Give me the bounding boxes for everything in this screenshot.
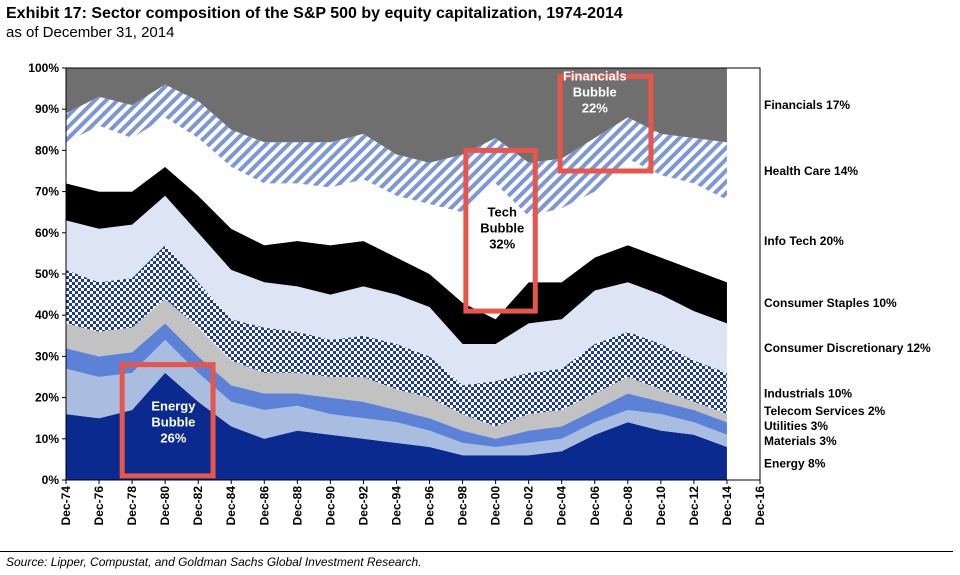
industrials-area xyxy=(66,245,727,427)
annotation-text: 32% xyxy=(489,237,515,252)
y-tick-label: 80% xyxy=(35,143,59,157)
annotation-text: 26% xyxy=(160,430,186,445)
y-tick-label: 60% xyxy=(35,226,59,240)
empty-plot-region xyxy=(726,68,760,480)
x-tick-label: Dec-82 xyxy=(191,486,205,526)
x-tick-label: Dec-14 xyxy=(720,486,734,526)
y-tick-label: 10% xyxy=(35,432,59,446)
materials-area xyxy=(66,339,727,456)
legend-materials: Materials 3% xyxy=(764,434,837,448)
x-tick-label: Dec-00 xyxy=(489,486,503,526)
annotation-text: 22% xyxy=(582,101,608,116)
annotation-text: Bubble xyxy=(480,221,524,236)
consumer-discretionary-area xyxy=(66,195,727,386)
legend-telecom-services: Telecom Services 2% xyxy=(764,404,886,418)
x-tick-label: Dec-06 xyxy=(588,486,602,526)
x-tick-label: Dec-90 xyxy=(323,486,337,526)
info-tech-area xyxy=(66,117,727,320)
y-tick-label: 100% xyxy=(28,61,59,75)
legend-financials: Financials 17% xyxy=(764,98,850,112)
legend-health-care: Health Care 14% xyxy=(764,164,858,178)
legend-consumer-discretionary: Consumer Discretionary 12% xyxy=(764,341,931,355)
x-tick-label: Dec-04 xyxy=(555,486,569,526)
annotations: EnergyBubble26%TechBubble32%FinancialsBu… xyxy=(151,69,626,446)
x-tick-label: Dec-96 xyxy=(423,486,437,526)
x-tick-label: Dec-88 xyxy=(290,486,304,526)
x-tick-label: Dec-12 xyxy=(687,486,701,526)
y-tick-label: 0% xyxy=(42,473,60,487)
consumer-staples-area xyxy=(66,166,727,344)
legend-consumer-staples: Consumer Staples 10% xyxy=(764,296,897,310)
highlight-boxes xyxy=(119,73,654,479)
source-note: Source: Lipper, Compustat, and Goldman S… xyxy=(6,555,422,569)
utilities-area xyxy=(66,323,727,447)
x-tick-label: Dec-92 xyxy=(356,486,370,526)
legend-industrials: Industrials 10% xyxy=(764,386,852,400)
x-tick-label: Dec-78 xyxy=(125,486,139,526)
x-tick-label: Dec-16 xyxy=(753,486,767,526)
highlight-box xyxy=(557,73,654,174)
x-tick-label: Dec-10 xyxy=(654,486,668,526)
y-tick-label: 40% xyxy=(35,308,59,322)
annotation-text: Bubble xyxy=(573,85,617,100)
x-tick-label: Dec-84 xyxy=(224,486,238,526)
axes: 0% 10% 20% 30% 40% 50% 60% 70% 80% 90% 100% Dec-74 D… xyxy=(28,61,767,525)
legend-energy: Energy 8% xyxy=(764,457,826,471)
chart-subtitle: as of December 31, 2014 xyxy=(6,24,175,41)
health-care-area xyxy=(66,84,727,217)
x-tick-label: Dec-74 xyxy=(59,486,73,526)
legend: Energy 8% Materials 3%Utilities 3%Telecom… xyxy=(764,98,931,470)
annotation-text: Financials xyxy=(563,69,627,84)
x-tick-label: Dec-76 xyxy=(92,486,106,526)
legend-info-tech: Info Tech 20% xyxy=(764,234,844,248)
chart-title: Exhibit 17: Sector composition of the S&… xyxy=(6,5,623,22)
x-tick-label: Dec-02 xyxy=(522,486,536,526)
y-tick-label: 30% xyxy=(35,349,59,363)
footer-rule xyxy=(0,551,953,552)
legend-utilities: Utilities 3% xyxy=(764,419,828,433)
y-tick-label: 20% xyxy=(35,391,59,405)
highlight-box xyxy=(119,362,216,479)
annotation-text: Energy xyxy=(151,398,196,413)
y-tick-label: 70% xyxy=(35,185,59,199)
y-tick-label: 50% xyxy=(35,267,59,281)
x-tick-label: Dec-80 xyxy=(158,486,172,526)
annotation-text: Tech xyxy=(488,205,517,220)
energy-area xyxy=(66,372,727,480)
x-tick-label: Dec-08 xyxy=(621,486,635,526)
x-tick-label: Dec-94 xyxy=(389,486,403,526)
annotation-text: Bubble xyxy=(151,414,195,429)
highlight-box xyxy=(463,147,538,314)
x-tick-label: Dec-98 xyxy=(456,486,470,526)
x-tick-label: Dec-86 xyxy=(257,486,271,526)
y-tick-label: 90% xyxy=(35,102,59,116)
